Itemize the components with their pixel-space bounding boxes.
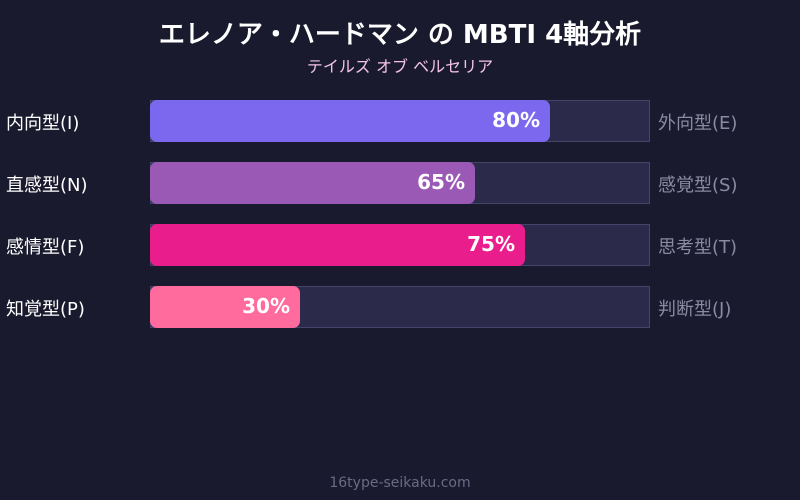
bar-value-label: 75%: [467, 232, 515, 256]
bar-value-label: 65%: [417, 170, 465, 194]
bar-row: 内向型(I) 80% 外向型(E): [0, 100, 800, 142]
right-label: 思考型(T): [658, 237, 738, 258]
bar-value-label: 30%: [242, 294, 290, 318]
bar-fill: [150, 162, 475, 204]
footer-source: 16type-seikaku.com: [329, 475, 471, 491]
chart-title: エレノア・ハードマン の MBTI 4軸分析: [158, 20, 642, 50]
right-label: 感覚型(S): [658, 175, 738, 196]
bar-fill: [150, 286, 300, 328]
left-label: 直感型(N): [6, 175, 88, 196]
bar-row: 感情型(F) 75% 思考型(T): [0, 224, 800, 266]
left-label: 内向型(I): [6, 113, 80, 134]
bar-row: 直感型(N) 65% 感覚型(S): [0, 162, 800, 204]
bar-fill: [150, 224, 525, 266]
left-label: 感情型(F): [6, 237, 85, 258]
right-label: 判断型(J): [658, 299, 732, 320]
bar-value-label: 80%: [492, 108, 540, 132]
chart-subtitle: テイルズ オブ ベルセリア: [306, 57, 494, 76]
left-label: 知覚型(P): [6, 299, 85, 320]
bar-row: 知覚型(P) 30% 判断型(J): [0, 286, 800, 328]
bar-fill: [150, 100, 550, 142]
right-label: 外向型(E): [658, 113, 738, 134]
